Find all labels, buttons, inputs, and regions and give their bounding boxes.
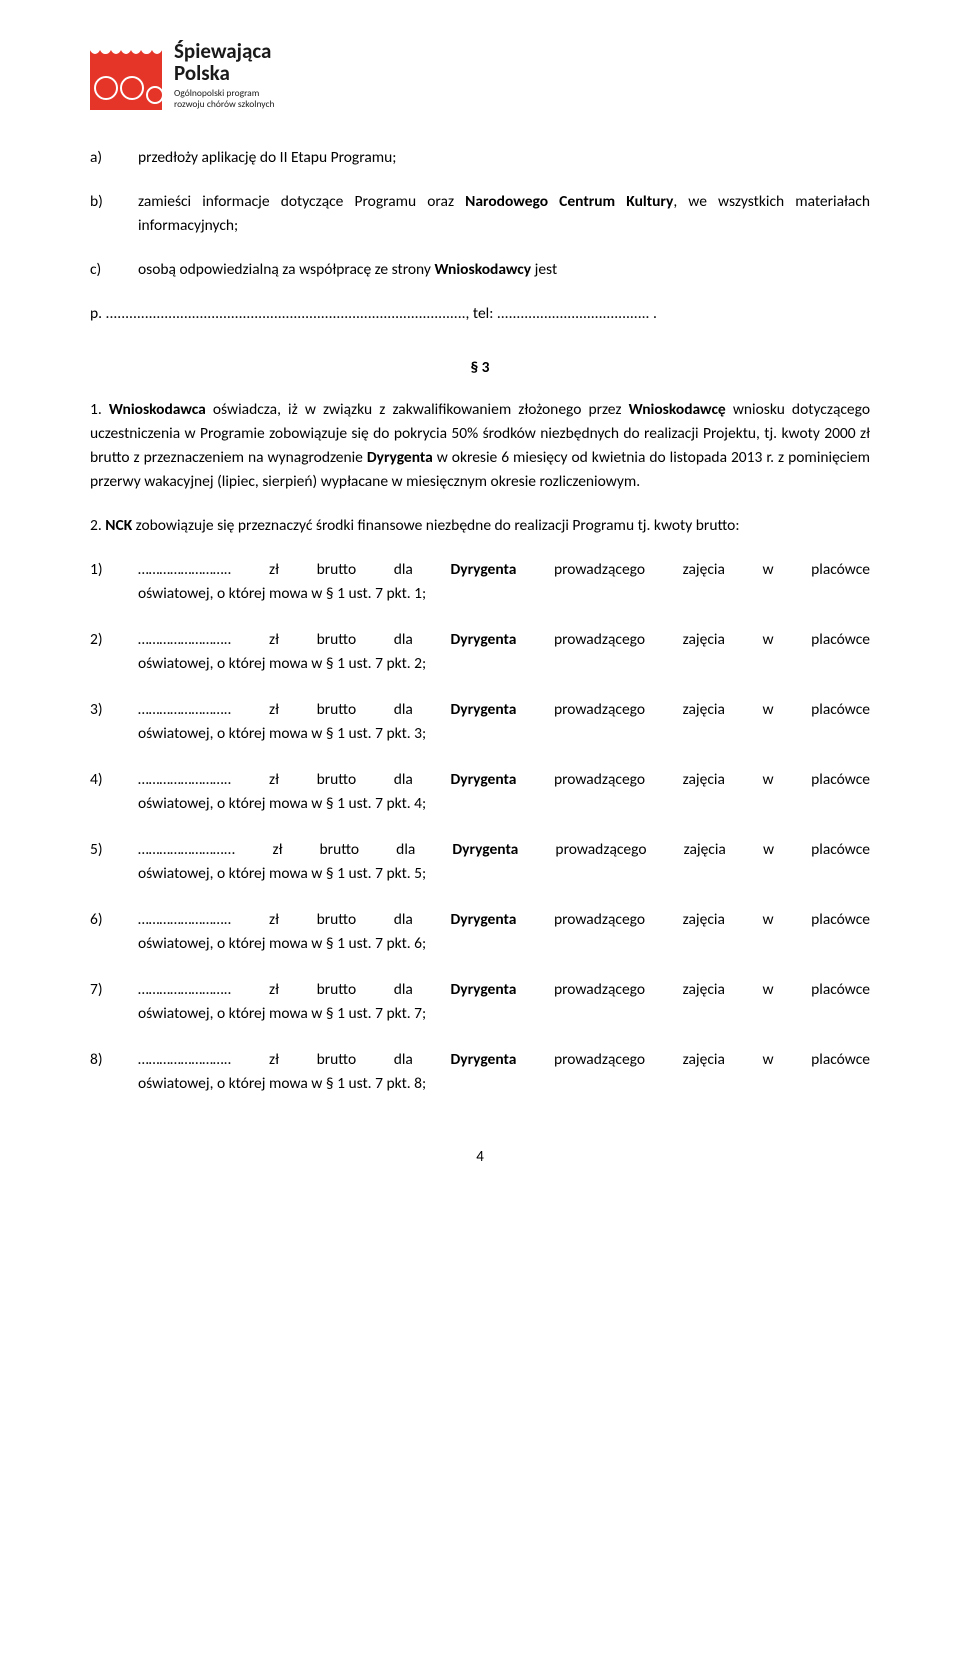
- list-text-mid: zł brutto dla: [231, 560, 450, 579]
- list-line2: oświatowej, o której mowa w § 1 ust. 7 p…: [138, 792, 870, 816]
- list-item-c: c)osobą odpowiedzialną za współpracę ze …: [90, 258, 870, 282]
- list-line2: oświatowej, o której mowa w § 1 ust. 7 p…: [138, 862, 870, 886]
- list-bold: Dyrygenta: [450, 560, 516, 579]
- list-bold: Dyrygenta: [450, 1050, 516, 1069]
- list-text-mid2: prowadzącego zajęcia w placówce: [516, 1050, 870, 1069]
- list-text-mid: zł brutto dla: [231, 700, 450, 719]
- list-text-mid2: prowadzącego zajęcia w placówce: [518, 840, 870, 859]
- list-bold: Dyrygenta: [452, 840, 518, 859]
- list-item: 3)…………………….. zł brutto dla Dyrygenta pro…: [90, 698, 870, 746]
- list-line2: oświatowej, o której mowa w § 1 ust. 7 p…: [138, 1002, 870, 1026]
- list-text-mid: zł brutto dla: [235, 840, 452, 859]
- list-number: 5): [90, 838, 138, 862]
- section-3-para-2: 2. NCK zobowiązuje się przeznaczyć środk…: [90, 514, 870, 538]
- dots: ……………………..: [138, 980, 231, 999]
- list-text-mid2: prowadzącego zajęcia w placówce: [516, 910, 870, 929]
- header-logo: Śpiewająca Polska Ogólnopolski program r…: [90, 40, 870, 111]
- dots: ……………………..: [138, 560, 231, 579]
- list-text-mid: zł brutto dla: [231, 910, 450, 929]
- list-line2: oświatowej, o której mowa w § 1 ust. 7 p…: [138, 582, 870, 606]
- item-a-text: przedłoży aplikację do II Etapu Programu…: [138, 148, 396, 167]
- item-label: c): [90, 258, 138, 282]
- list-item: 2)…………………….. zł brutto dla Dyrygenta pro…: [90, 628, 870, 676]
- list-number: 6): [90, 908, 138, 932]
- p2-text: zobowiązuje się przeznaczyć środki finan…: [132, 516, 739, 535]
- dots: ……………………...: [138, 840, 235, 859]
- list-bold: Dyrygenta: [450, 770, 516, 789]
- list-item: 4)…………………….. zł brutto dla Dyrygenta pro…: [90, 768, 870, 816]
- item-b-bold: Narodowego Centrum Kultury: [465, 192, 673, 211]
- list-number: 3): [90, 698, 138, 722]
- item-c-line1: osobą odpowiedzialną za współpracę ze st…: [138, 260, 434, 279]
- list-text-mid: zł brutto dla: [231, 630, 450, 649]
- dots: ……………………..: [138, 770, 231, 789]
- dots: ……………………..: [138, 1050, 231, 1069]
- dots: ……………………..: [138, 910, 231, 929]
- logo-subtitle-2: rozwoju chórów szkolnych: [174, 98, 274, 110]
- p1-bold1: Wnioskodawca: [109, 400, 206, 419]
- list-number: 7): [90, 978, 138, 1002]
- list-text-mid2: prowadzącego zajęcia w placówce: [516, 630, 870, 649]
- dots: ……………………..: [138, 630, 231, 649]
- list-item: 1)…………………….. zł brutto dla Dyrygenta pro…: [90, 558, 870, 606]
- list-text-mid2: prowadzącego zajęcia w placówce: [516, 560, 870, 579]
- list-number: 1): [90, 558, 138, 582]
- page-number: 4: [90, 1146, 870, 1169]
- item-b-text-before: zamieści informacje dotyczące Programu o…: [138, 192, 465, 211]
- list-number: 4): [90, 768, 138, 792]
- list-number: 2): [90, 628, 138, 652]
- list-line2: oświatowej, o której mowa w § 1 ust. 7 p…: [138, 652, 870, 676]
- list-text-mid: zł brutto dla: [231, 980, 450, 999]
- logo-text: Śpiewająca Polska Ogólnopolski program r…: [174, 40, 274, 111]
- list-item: 7)…………………….. zł brutto dla Dyrygenta pro…: [90, 978, 870, 1026]
- list-line2: oświatowej, o której mowa w § 1 ust. 7 p…: [138, 932, 870, 956]
- item-label: a): [90, 146, 138, 170]
- logo-title-1: Śpiewająca: [174, 40, 274, 62]
- logo-subtitle-1: Ogólnopolski program: [174, 87, 259, 99]
- p1-bold2: Wnioskodawcę: [629, 400, 726, 419]
- numbered-list: 1)…………………….. zł brutto dla Dyrygenta pro…: [90, 558, 870, 1096]
- p1-num: 1.: [90, 400, 109, 419]
- p2-bold: NCK: [105, 516, 132, 535]
- list-bold: Dyrygenta: [450, 980, 516, 999]
- list-text-mid2: prowadzącego zajęcia w placówce: [516, 770, 870, 789]
- item-label: b): [90, 190, 138, 214]
- list-item-a: a)przedłoży aplikację do II Etapu Progra…: [90, 146, 870, 170]
- list-bold: Dyrygenta: [450, 700, 516, 719]
- dots: ……………………..: [138, 700, 231, 719]
- section-3-header: § 3: [90, 356, 870, 380]
- list-item: 5)……………………... zł brutto dla Dyrygenta pr…: [90, 838, 870, 886]
- item-c-line1-after: jest: [531, 260, 557, 279]
- logo-image: [90, 40, 162, 110]
- p2-num: 2.: [90, 516, 105, 535]
- item-c-line2: p. .....................................…: [90, 302, 870, 326]
- list-text-mid: zł brutto dla: [231, 770, 450, 789]
- list-bold: Dyrygenta: [450, 910, 516, 929]
- list-text-mid2: prowadzącego zajęcia w placówce: [516, 980, 870, 999]
- p1-text1: oświadcza, iż w związku z zakwalifikowan…: [206, 400, 629, 419]
- list-number: 8): [90, 1048, 138, 1072]
- logo-title-2: Polska: [174, 62, 274, 84]
- item-c-bold: Wnioskodawcy: [434, 260, 531, 279]
- list-item-b: b)zamieści informacje dotyczące Programu…: [90, 190, 870, 238]
- list-item: 8)…………………….. zł brutto dla Dyrygenta pro…: [90, 1048, 870, 1096]
- list-item: 6)…………………….. zł brutto dla Dyrygenta pro…: [90, 908, 870, 956]
- list-bold: Dyrygenta: [450, 630, 516, 649]
- list-line2: oświatowej, o której mowa w § 1 ust. 7 p…: [138, 722, 870, 746]
- section-3-para-1: 1. Wnioskodawca oświadcza, iż w związku …: [90, 398, 870, 494]
- p1-bold3: Dyrygenta: [367, 448, 433, 467]
- list-text-mid: zł brutto dla: [231, 1050, 450, 1069]
- list-text-mid2: prowadzącego zajęcia w placówce: [516, 700, 870, 719]
- list-line2: oświatowej, o której mowa w § 1 ust. 7 p…: [138, 1072, 870, 1096]
